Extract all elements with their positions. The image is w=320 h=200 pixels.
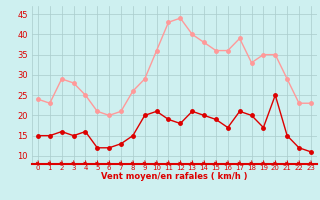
X-axis label: Vent moyen/en rafales ( km/h ): Vent moyen/en rafales ( km/h ) bbox=[101, 172, 248, 181]
